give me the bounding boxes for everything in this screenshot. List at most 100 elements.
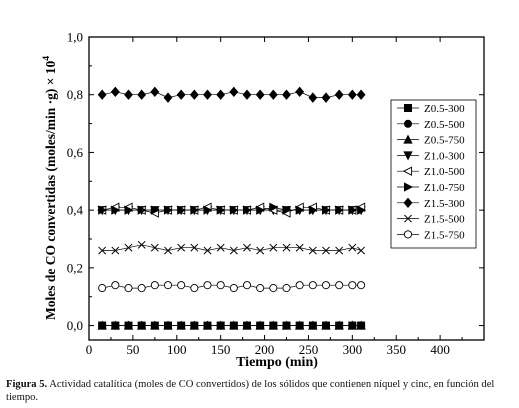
data-point — [176, 89, 186, 100]
data-point — [123, 320, 134, 330]
data-point — [242, 281, 252, 290]
data-point — [308, 281, 317, 290]
legend-label: Z0.5-500 — [424, 119, 465, 131]
legend-marker — [403, 134, 413, 144]
data-point — [124, 284, 133, 293]
data-point — [189, 89, 199, 100]
y-tick-label: 0,8 — [67, 87, 83, 102]
data-point — [110, 320, 120, 330]
x-tick-label: 300 — [343, 342, 363, 357]
data-point — [357, 205, 367, 215]
data-point — [124, 205, 134, 215]
data-point — [203, 89, 212, 100]
x-tick-label: 400 — [430, 342, 450, 357]
data-point — [334, 320, 344, 330]
data-point — [335, 246, 344, 255]
data-point — [137, 89, 147, 100]
data-point — [216, 205, 226, 215]
y-tick-label: 1,0 — [67, 30, 83, 45]
y-axis-label-exponent: 4 — [42, 56, 52, 61]
data-point — [229, 246, 238, 255]
data-point — [137, 320, 147, 330]
legend-label: Z1.5-500 — [424, 214, 465, 226]
data-point — [98, 246, 107, 255]
x-tick-label: 0 — [86, 342, 93, 357]
y-axis: 0,0 0,2 0,4 0,6 0,8 1,0 — [67, 30, 484, 333]
data-point — [137, 205, 147, 215]
data-point — [308, 92, 318, 103]
data-point — [295, 205, 305, 215]
data-point — [308, 246, 317, 255]
data-point — [295, 281, 304, 290]
data-point — [334, 89, 344, 100]
chart-svg: 0 50 100 150 200 250 300 350 400 0,0 0,2 0,4 0,6 0,8… — [42, 30, 485, 370]
legend-marker — [403, 197, 413, 209]
data-point — [295, 243, 304, 252]
data-point — [97, 320, 107, 330]
data-point — [256, 205, 266, 215]
data-point — [335, 205, 345, 215]
data-point — [163, 205, 174, 215]
data-point — [111, 205, 121, 215]
data-point — [282, 243, 291, 252]
data-point — [268, 89, 278, 100]
legend-item: Z0.5-500 — [397, 119, 465, 131]
data-point — [216, 281, 225, 290]
data-point — [150, 243, 159, 252]
legend-item: Z1.5-300 — [397, 197, 465, 210]
legend-label: Z1.0-500 — [424, 166, 465, 178]
data-point — [111, 281, 120, 290]
legend-item: Z0.5-750 — [397, 134, 465, 147]
legend-marker — [404, 214, 412, 223]
data-point — [189, 320, 199, 330]
legend: Z0.5-300 Z0.5-500 Z0.5-750 Z1.0-300 Z1.0-500… — [390, 99, 477, 249]
caption-text: Actividad catalítica (moles de CO conver… — [6, 379, 495, 403]
legend-label: Z0.5-300 — [424, 103, 465, 115]
legend-item: Z1.5-750 — [397, 229, 465, 241]
data-point — [137, 284, 146, 293]
legend-item: Z1.5-500 — [397, 214, 465, 226]
data-point — [229, 320, 239, 330]
data-point — [295, 86, 305, 98]
svg-text:Moles de CO convertidas (moles: Moles de CO convertidas (moles/min ·g) ×… — [42, 56, 58, 320]
series-Z1.5-500 — [98, 240, 366, 255]
data-point — [268, 320, 278, 330]
data-point — [295, 320, 305, 330]
data-point — [348, 281, 357, 290]
data-point — [321, 205, 332, 215]
legend-marker — [403, 151, 413, 161]
data-point — [269, 284, 278, 293]
data-point — [216, 243, 225, 252]
legend-marker — [403, 182, 414, 192]
legend-marker — [403, 119, 412, 128]
data-point — [255, 89, 265, 100]
data-point — [190, 284, 199, 293]
data-point — [177, 205, 187, 215]
data-point — [203, 205, 213, 215]
data-point — [150, 281, 159, 290]
data-point — [356, 320, 366, 330]
data-point — [255, 320, 265, 330]
data-point — [124, 243, 133, 252]
legend-item: Z1.0-750 — [397, 182, 465, 194]
x-tick-label: 200 — [255, 342, 275, 357]
data-point — [321, 281, 331, 290]
data-point — [137, 240, 146, 249]
data-point — [256, 284, 265, 293]
x-axis-label: Tiempo (min) — [236, 355, 318, 370]
legend-marker — [402, 166, 413, 176]
data-point — [242, 89, 252, 100]
legend-label: Z1.0-300 — [424, 150, 465, 162]
data-point — [216, 320, 226, 330]
data-point — [347, 320, 357, 330]
data-point — [256, 246, 265, 255]
data-point — [308, 205, 318, 215]
x-tick-label: 350 — [386, 342, 406, 357]
data-point — [98, 205, 108, 215]
legend-item: Z1.0-500 — [397, 166, 465, 178]
data-point — [229, 86, 239, 98]
data-point — [190, 243, 199, 252]
x-axis: 0 50 100 150 200 250 300 350 400 — [86, 37, 463, 357]
series-Z1.5-300 — [97, 86, 366, 103]
data-point — [242, 205, 253, 215]
